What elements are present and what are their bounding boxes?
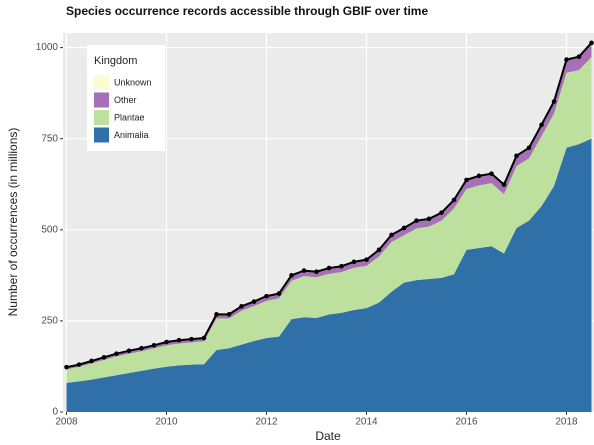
point: [439, 210, 444, 215]
point: [264, 293, 269, 299]
point: [214, 312, 219, 317]
y-tick-label: 250: [41, 316, 58, 327]
y-tick-label: 1000: [36, 42, 59, 53]
point: [164, 339, 169, 345]
x-tick-label: 2018: [555, 417, 578, 428]
x-axis-label: Date: [315, 429, 341, 443]
legend-key: [94, 110, 109, 125]
point: [464, 177, 469, 183]
legend-key: [94, 92, 109, 108]
legend-key: [94, 127, 109, 143]
point: [514, 153, 519, 159]
x-tick-label: 2010: [155, 417, 178, 428]
point: [589, 40, 594, 46]
point: [539, 122, 544, 128]
point: [414, 218, 419, 223]
point: [389, 232, 394, 238]
point: [151, 343, 157, 348]
point: [451, 197, 457, 203]
point: [139, 345, 144, 351]
legend-label: Animalia: [114, 130, 149, 140]
area: [66, 138, 592, 413]
point: [301, 268, 307, 273]
point: [564, 57, 569, 62]
point: [251, 299, 257, 304]
point: [64, 364, 69, 370]
y-tick-label: 500: [41, 224, 58, 235]
point: [314, 269, 319, 274]
legend-label: Other: [114, 95, 137, 105]
x-tick-label: 2016: [455, 417, 478, 428]
point: [489, 171, 494, 176]
point: [201, 335, 207, 341]
point: [226, 312, 232, 317]
legend-title: Kingdom: [94, 55, 137, 67]
point: [89, 358, 94, 364]
point: [239, 304, 244, 309]
point: [526, 145, 532, 151]
legend-label: Plantae: [114, 112, 145, 122]
y-axis-label: Number of occurrences (in millions): [6, 128, 20, 317]
point: [551, 99, 557, 104]
point: [276, 291, 282, 296]
area: [66, 57, 592, 383]
legend-label: Unknown: [114, 77, 152, 87]
point: [76, 362, 82, 367]
point: [176, 337, 182, 343]
point: [101, 355, 107, 360]
x-tick-label: 2012: [255, 417, 278, 428]
point: [576, 54, 582, 59]
legend-key: [94, 75, 109, 90]
point: [189, 336, 194, 342]
point: [351, 259, 357, 265]
x-tick-label: 2014: [355, 417, 378, 428]
y-tick-label: 750: [41, 133, 58, 144]
x-tick-label: 2008: [55, 417, 78, 428]
point: [326, 265, 332, 271]
point: [476, 173, 482, 179]
point: [114, 351, 119, 356]
chart-title: Species occurrence records accessible th…: [66, 4, 428, 18]
point: [126, 348, 132, 354]
point: [501, 182, 507, 187]
point: [339, 263, 344, 269]
point: [376, 247, 382, 253]
point: [364, 257, 369, 262]
y-tick-label: 0: [52, 407, 58, 418]
point: [401, 225, 407, 231]
point: [289, 273, 294, 278]
point: [426, 216, 432, 222]
